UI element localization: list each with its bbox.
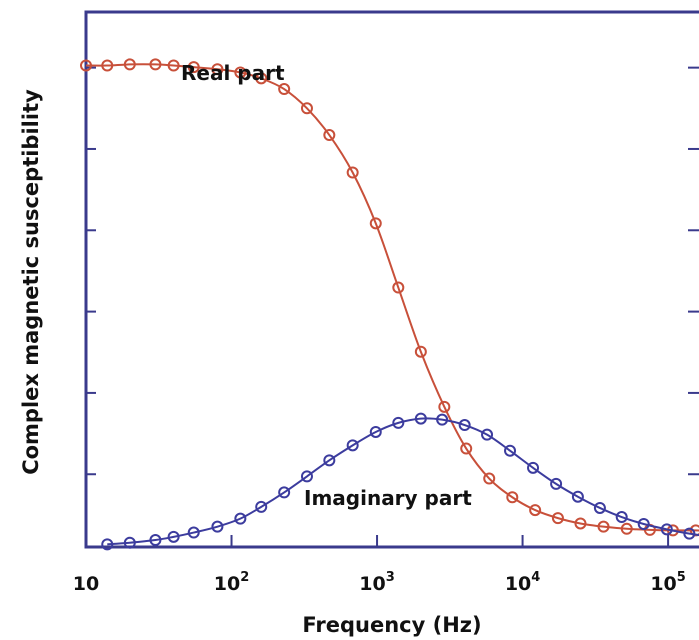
imaginary-part-point <box>593 501 606 514</box>
real-part-point <box>574 517 587 530</box>
imaginary-part-point <box>369 425 382 438</box>
real-part-point <box>234 66 247 79</box>
real-part-point <box>438 400 451 413</box>
imaginary-part-point <box>167 530 180 543</box>
real-part-point <box>620 522 633 535</box>
imaginary-part-point <box>481 428 494 441</box>
real-part-point <box>123 58 136 71</box>
x-tick-label-1: 102 <box>214 570 250 595</box>
imaginary-part-point <box>660 523 673 536</box>
real-part-point <box>211 63 224 76</box>
real-part-point <box>300 102 313 115</box>
real-part-point <box>101 59 114 72</box>
imaginary-part-label: Imaginary part <box>304 486 472 510</box>
imaginary-part-point <box>550 477 563 490</box>
imaginary-part-point <box>149 534 162 547</box>
x-tick-label-3: 104 <box>505 570 541 595</box>
real-part-label: Real part <box>181 61 285 85</box>
imaginary-part-point <box>300 470 313 483</box>
imaginary-part-point <box>187 526 200 539</box>
imaginary-part-point <box>683 527 696 540</box>
x-axis-ticks: 10 102 103 104 105 <box>73 535 686 595</box>
real-part-point <box>551 512 564 525</box>
y-axis-ticks <box>86 66 699 476</box>
real-part-point <box>278 83 291 96</box>
real-part-point <box>529 504 542 517</box>
imaginary-part-point <box>278 486 291 499</box>
plot-frame <box>84 10 699 549</box>
real-part-point <box>255 72 268 85</box>
imaginary-part-point <box>101 538 114 551</box>
real-part-point <box>369 217 382 230</box>
real-part-line <box>85 63 699 532</box>
imaginary-part-point <box>323 454 336 467</box>
real-part-point <box>149 58 162 71</box>
imaginary-part-point <box>615 511 628 524</box>
imaginary-part-point <box>637 517 650 530</box>
imaginary-part-point <box>571 490 584 503</box>
real-part-point <box>483 472 496 485</box>
real-part-point <box>167 59 180 72</box>
imaginary-part-point <box>234 512 247 525</box>
imaginary-part-point <box>392 416 405 429</box>
x-axis-title: Frequency (Hz) <box>302 613 481 637</box>
series-layer <box>80 58 699 551</box>
real-part-point <box>187 61 200 74</box>
imaginary-part-point <box>414 412 427 425</box>
imaginary-part-line <box>107 417 699 546</box>
real-part-point <box>597 520 610 533</box>
real-part-point <box>414 345 427 358</box>
imaginary-part-point <box>458 419 471 432</box>
real-part-point <box>506 491 519 504</box>
real-part-point <box>460 442 473 455</box>
imaginary-part-point <box>255 500 268 513</box>
x-tick-label-0: 10 <box>73 573 99 595</box>
real-part-point <box>80 59 92 72</box>
imaginary-part-point <box>211 520 224 533</box>
imaginary-part-point <box>346 439 359 452</box>
y-axis-title: Complex magnetic susceptibility <box>19 89 43 475</box>
real-part-point <box>346 166 359 179</box>
imaginary-part-point <box>123 536 136 549</box>
imaginary-part-point <box>504 444 517 457</box>
real-part-point <box>392 281 405 294</box>
real-part-point <box>323 129 336 142</box>
x-tick-label-2: 103 <box>359 570 395 595</box>
imaginary-part-point <box>527 461 540 474</box>
x-tick-label-4: 105 <box>650 570 686 595</box>
imaginary-part-point <box>436 413 449 426</box>
